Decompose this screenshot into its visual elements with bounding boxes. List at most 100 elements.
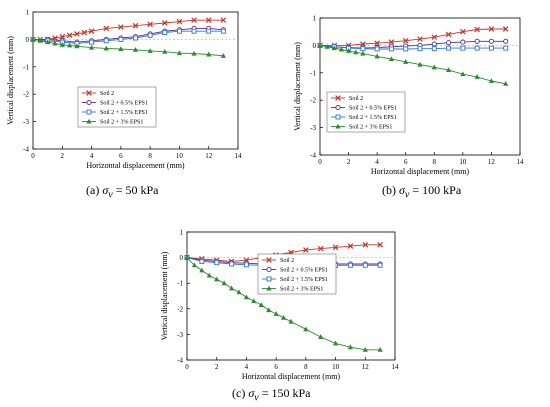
data-point [347, 243, 354, 249]
data-point [132, 47, 139, 52]
series-4 [317, 42, 509, 86]
data-point [103, 38, 109, 44]
data-point [37, 37, 43, 43]
legend-swatch-marker [266, 285, 272, 291]
series-line [33, 19, 224, 40]
legend-swatch-marker [335, 114, 341, 120]
x-tick-label: 0 [31, 152, 35, 160]
data-point [402, 37, 409, 44]
data-point [388, 56, 395, 62]
data-point [317, 245, 324, 252]
data-point [388, 46, 394, 52]
x-tick-label: 8 [148, 152, 152, 160]
chart-panel-a: 0 2 4 6 8 10 12 14 1 0 -1 -2 -3 -4 Horizontal displace… [0, 0, 260, 180]
data-point [288, 318, 294, 324]
data-point [214, 260, 220, 266]
data-point [147, 48, 153, 53]
caption-a-suffix: = 50 kPa [112, 183, 159, 197]
data-point [220, 17, 227, 24]
legend-swatch-marker [86, 99, 92, 106]
data-point [362, 346, 368, 352]
y-tick-label: -1 [23, 63, 29, 71]
data-point [162, 30, 168, 35]
data-point [431, 34, 438, 41]
legend-label: Soil 2 + 3% EPS1 [280, 287, 323, 293]
data-point [220, 53, 226, 58]
data-point [303, 247, 309, 253]
data-point [474, 26, 480, 33]
y-tick-label: -4 [310, 152, 316, 160]
legend-swatch-marker [266, 266, 272, 273]
legend-label: Soil 2 + 1.5% EPS1 [349, 115, 397, 121]
legend-label: Soil 2 + 0.5% EPS1 [280, 268, 328, 274]
data-point [221, 280, 227, 286]
legend-box [326, 91, 406, 133]
data-point [251, 298, 257, 304]
legend-label: Soil 2 + 1.5% EPS1 [100, 110, 148, 116]
data-point [228, 285, 235, 291]
y-tick-label: -3 [177, 331, 183, 339]
data-point [360, 41, 366, 47]
y-tick-label: 0 [180, 254, 184, 262]
series-1 [317, 26, 509, 49]
data-point [332, 340, 339, 346]
data-point [347, 262, 353, 268]
data-point [30, 36, 36, 42]
data-point [446, 40, 452, 46]
y-tick-label: -3 [310, 124, 316, 132]
chart-panel-b: 0 2 4 6 8 10 12 14 1 0 -1 -2 -3 -4 Horizontal displace… [285, 0, 545, 180]
data-point [59, 42, 65, 47]
caption-b-prefix: (b) [382, 183, 399, 197]
data-point [280, 314, 287, 320]
caption-b-suffix: = 100 kPa [409, 183, 462, 197]
legend-swatch-marker [335, 104, 341, 111]
y-tick-label: 0 [313, 42, 317, 50]
data-point [503, 38, 509, 44]
data-point [460, 28, 466, 35]
x-tick-label: 2 [61, 152, 65, 160]
data-point [118, 46, 124, 51]
data-point [74, 43, 80, 49]
caption-b-symbol: σ [399, 183, 405, 197]
data-point [236, 289, 242, 295]
series-1 [30, 17, 227, 43]
legend-label: Soil 2 + 3% EPS1 [349, 125, 392, 131]
data-point [403, 59, 409, 64]
data-point [88, 44, 95, 50]
legend-label: Soil 2 [349, 96, 363, 102]
y-tick-label: -1 [177, 280, 183, 288]
data-point [199, 267, 205, 273]
caption-a-sub: v [108, 189, 113, 201]
data-point [431, 46, 437, 52]
x-tick-label: 4 [90, 152, 94, 160]
data-point [332, 244, 339, 251]
series-line [320, 28, 506, 46]
data-point [374, 40, 380, 47]
data-point [445, 31, 452, 38]
x-tick-label: 14 [235, 152, 243, 160]
data-point [503, 45, 509, 51]
data-point [445, 67, 452, 73]
x-tick-label: 12 [205, 152, 213, 160]
data-point [88, 28, 95, 35]
data-point [206, 51, 212, 57]
data-point [89, 39, 95, 45]
legend-box [257, 253, 337, 295]
y-tick-label: -1 [310, 69, 316, 77]
data-point [374, 53, 380, 59]
y-axis-label: Vertical displacement (mm) [293, 42, 302, 131]
data-point [81, 29, 88, 36]
x-axis-label: Horizontal displacement (mm) [242, 372, 341, 381]
caption-c-sub: v [254, 392, 259, 404]
data-point [176, 18, 183, 25]
data-point [403, 46, 409, 52]
data-point [161, 20, 168, 26]
plot-frame [186, 231, 396, 361]
legend-label: Soil 2 [280, 258, 294, 264]
data-point [243, 262, 249, 268]
data-point [460, 39, 466, 45]
legend-box [77, 86, 157, 128]
